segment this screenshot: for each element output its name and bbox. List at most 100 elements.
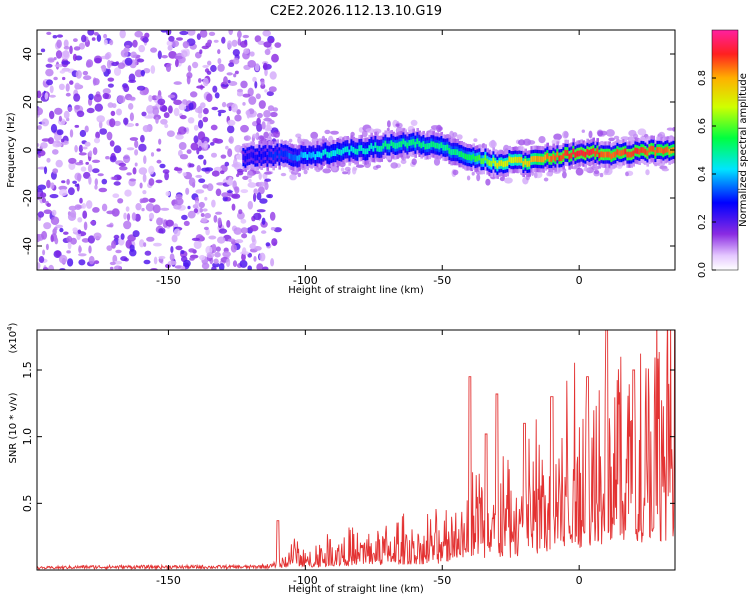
spectrogram-noise-cell xyxy=(117,95,126,104)
spectrogram-noise-cell xyxy=(214,92,220,99)
spectrogram-ridge-cell xyxy=(584,151,587,158)
spectrogram-noise-cell xyxy=(106,131,113,141)
spectrogram-ridge-cell xyxy=(556,151,559,158)
spectrogram-noise-cell xyxy=(107,68,111,75)
spectrogram-ridge-cell xyxy=(358,145,361,152)
spectrogram-noise-cell xyxy=(132,167,137,175)
spectrogram-halo-cell xyxy=(613,135,620,140)
spectrogram-halo-cell xyxy=(456,134,463,140)
spectrogram-noise-cell xyxy=(83,171,91,179)
spectrogram-noise-cell xyxy=(63,50,70,58)
spectrogram-noise-cell xyxy=(186,75,191,85)
spectrogram-noise-cell xyxy=(126,213,131,222)
spectrogram-noise-cell xyxy=(150,47,158,53)
spectrogram-halo-cell xyxy=(390,162,399,169)
spectrogram-noise-cell xyxy=(166,40,173,46)
spectrogram-ridge-cell xyxy=(534,155,537,162)
spectrogram-noise-cell xyxy=(123,220,132,230)
spectrogram-noise-cell xyxy=(38,256,45,263)
spectrogram-noise-cell xyxy=(148,178,155,186)
spectrogram-halo-cell xyxy=(352,166,357,175)
spectrogram-noise-cell xyxy=(160,207,170,211)
spectrogram-noise-cell xyxy=(125,206,130,212)
spectrogram-noise-cell xyxy=(202,140,209,150)
spectrogram-panel: -150 -100 -50 0 -40 -20 0 20 40 Height of strai… xyxy=(6,29,676,296)
spectrogram-noise-cell xyxy=(43,222,52,230)
spectrogram-noise-cell xyxy=(127,234,136,242)
spectrogram-noise-cell xyxy=(63,39,69,48)
spectrogram-ridge-cell xyxy=(626,151,629,158)
spectrogram-ridge-cell xyxy=(570,152,573,159)
spectrogram-noise-cell xyxy=(187,65,192,73)
spectrogram-noise-cell xyxy=(124,189,132,197)
spectrogram-noise-cell xyxy=(170,246,174,253)
spectrogram-noise-cell xyxy=(66,178,70,185)
spectrogram-noise-cell xyxy=(103,33,108,39)
spectrogram-noise-cell xyxy=(56,129,64,136)
spectrogram-noise-cell xyxy=(45,63,53,68)
spectrogram-noise-cell xyxy=(92,168,100,174)
spectrogram-halo-cell xyxy=(599,172,604,178)
spectrogram-noise-cell xyxy=(157,98,166,106)
spectrogram-noise-cell xyxy=(50,216,60,225)
spectrogram-ridge-cell xyxy=(514,156,517,163)
spectrogram-noise-cell xyxy=(83,221,88,231)
spectrogram-noise-cell xyxy=(268,38,275,43)
spectrogram-noise-cell xyxy=(61,60,71,65)
spectrogram-halo-cell xyxy=(342,171,348,175)
spectrogram-noise-cell xyxy=(116,108,122,116)
spectrogram-noise-cell xyxy=(166,130,175,137)
spectrogram-halo-cell xyxy=(661,167,670,172)
spectrogram-ridge-cell xyxy=(332,150,335,156)
spectrogram-noise-cell xyxy=(113,145,122,154)
spectrogram-noise-cell xyxy=(45,68,54,77)
spectrogram-halo-cell xyxy=(471,171,475,176)
spectrogram-halo-cell xyxy=(625,171,629,177)
spectrogram-noise-cell xyxy=(113,67,122,76)
spectrogram-ridge-cell xyxy=(482,158,485,164)
spectrogram-noise-cell xyxy=(272,107,279,112)
spectrogram-noise-cell xyxy=(234,70,239,75)
spectrogram-ridge-cell xyxy=(548,156,551,162)
spectrogram-noise-cell xyxy=(139,89,149,96)
spectrogram-ridge-cell xyxy=(466,154,469,161)
spectrogram-ridge-cell xyxy=(470,155,473,161)
spectrogram-noise-cell xyxy=(87,164,93,173)
spectrogram-noise-cell xyxy=(101,203,108,212)
spectrogram-noise-cell xyxy=(111,208,120,217)
spectrogram-noise-cell xyxy=(61,180,66,184)
spectrogram-noise-cell xyxy=(246,110,251,119)
spectrogram-noise-cell xyxy=(104,53,110,60)
spectrogram-noise-cell xyxy=(228,62,235,67)
spectrogram-noise-cell xyxy=(106,59,112,69)
spectrogram-ridge-cell xyxy=(290,154,293,160)
spectrogram-noise-cell xyxy=(37,262,41,270)
spectrogram-noise-cell xyxy=(240,189,249,194)
spectrogram-ridge-cell xyxy=(388,143,391,150)
spectrogram-ridge-cell xyxy=(242,154,245,160)
spectrogram-noise-cell xyxy=(262,30,272,37)
spectrogram-noise-cell xyxy=(87,30,95,36)
spectrogram-ridge-cell xyxy=(420,142,423,149)
spectrogram-noise-cell xyxy=(254,35,262,43)
spectrogram-noise-cell xyxy=(107,102,114,108)
spectrogram-noise-cell xyxy=(227,119,236,126)
spectrogram-noise-cell xyxy=(164,123,169,129)
spectrogram-noise-cell xyxy=(47,58,55,63)
spectrogram-noise-cell xyxy=(220,154,227,159)
spectrogram-noise-cell xyxy=(86,107,95,114)
spectrogram-noise-cell xyxy=(224,161,230,167)
spectrogram-noise-cell xyxy=(254,63,260,72)
spectrogram-noise-cell xyxy=(91,37,96,41)
spectrogram-ridge-cell xyxy=(422,141,425,147)
spectrogram-noise-cell xyxy=(227,148,233,158)
spectrogram-noise-cell xyxy=(175,134,184,140)
spectrogram-noise-cell xyxy=(242,34,249,39)
spectrogram-noise-cell xyxy=(247,265,252,270)
spectrogram-noise-cell xyxy=(90,220,96,225)
spectrogram-halo-cell xyxy=(303,169,308,175)
spectrogram-halo-cell xyxy=(243,135,251,141)
spectrogram-noise-cell xyxy=(202,184,209,189)
spectrogram-halo-cell xyxy=(347,169,351,175)
spectrogram-noise-cell xyxy=(264,48,271,56)
